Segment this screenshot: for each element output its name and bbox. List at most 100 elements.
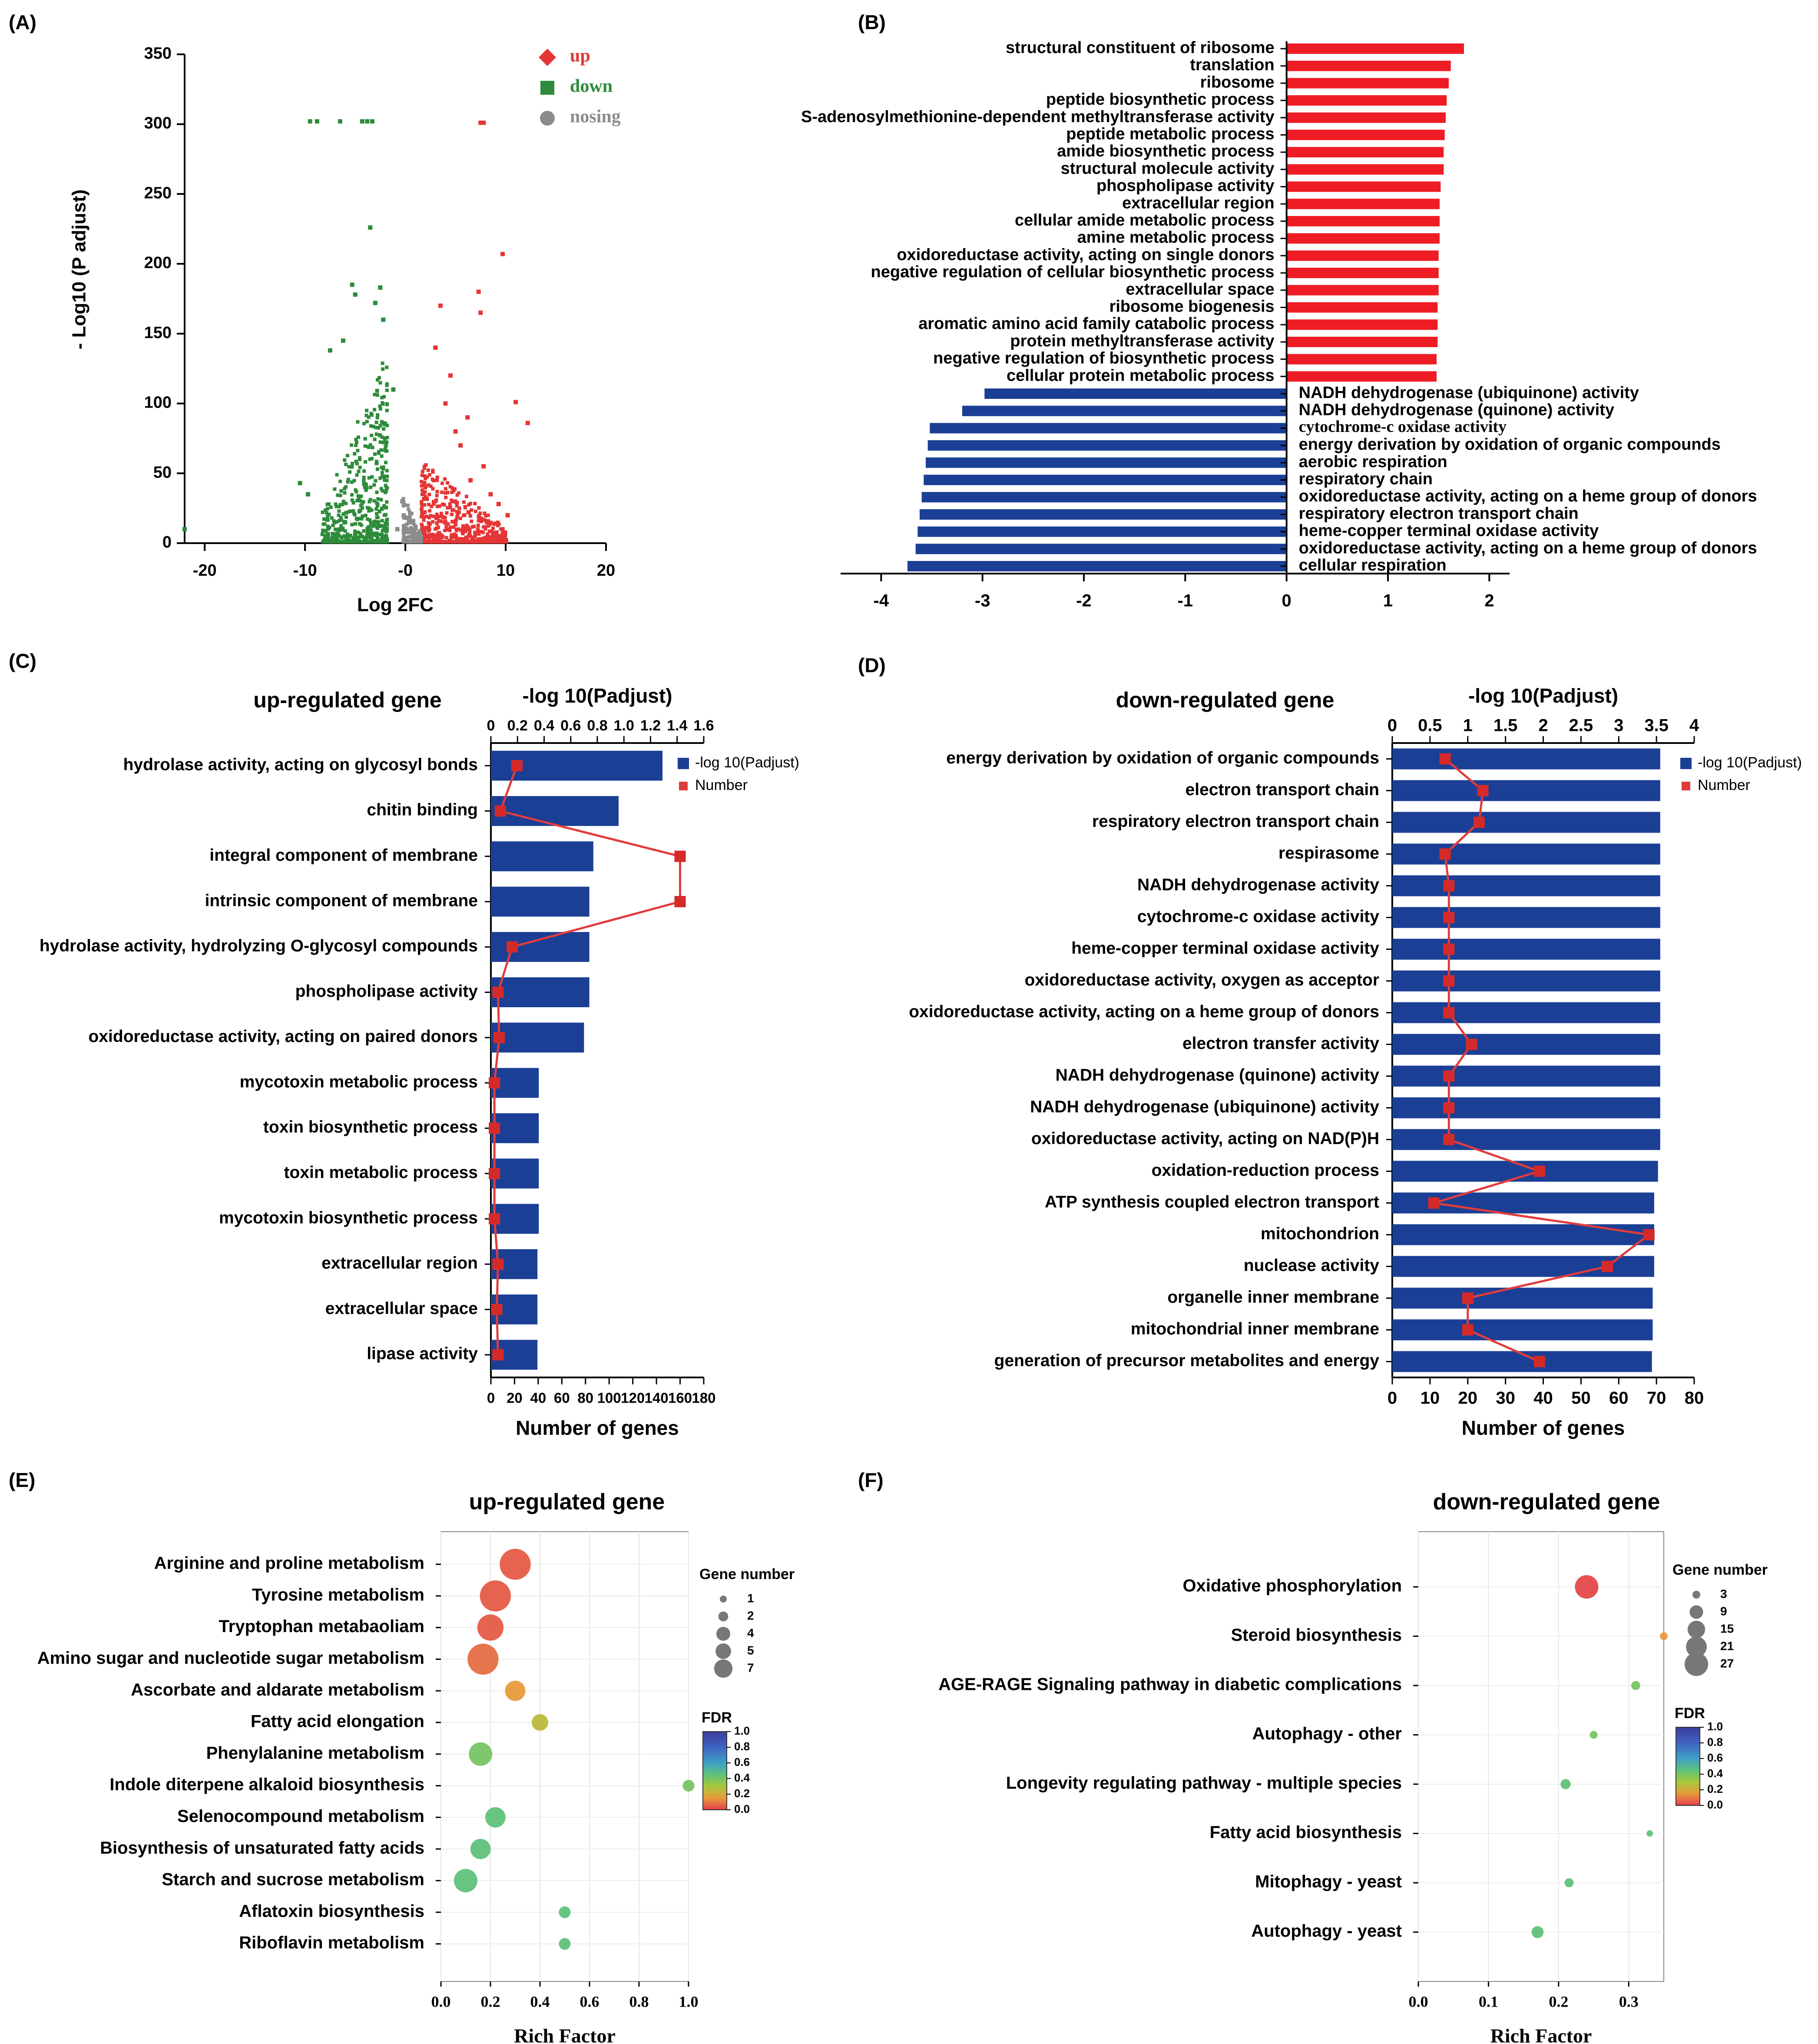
- c-x-axis-title: Number of genes: [516, 1417, 679, 1439]
- b-x-tick-label: 1: [1383, 591, 1393, 611]
- a-up-dot: [446, 491, 450, 494]
- a-nosing-dot: [410, 511, 414, 515]
- a-x-tick-label: 20: [597, 561, 615, 580]
- a-down-dot: [378, 509, 381, 513]
- a-down-dot: [363, 485, 367, 489]
- e-size-legend-title: Gene number: [699, 1566, 795, 1583]
- d-bar: [1392, 780, 1660, 801]
- a-down-dot: [349, 509, 353, 513]
- b-bar-label: S-adenosylmethionine-dependent methyltra…: [801, 108, 1275, 126]
- a-up-dot: [446, 481, 450, 485]
- a-down-dot: [365, 420, 369, 424]
- e-category-label: Selenocompound metabolism: [177, 1807, 424, 1826]
- a-down-dot: [351, 501, 355, 505]
- d-category-label: oxidoreductase activity, acting on NAD(P…: [1031, 1129, 1379, 1148]
- d-bar: [1392, 1319, 1653, 1341]
- b-bar-label: respiratory chain: [1299, 470, 1433, 488]
- d-x-tick-label: 50: [1571, 1389, 1591, 1408]
- c-x-tick-label: 40: [530, 1390, 546, 1406]
- a-down-dot: [375, 521, 379, 524]
- a-up-dot: [493, 521, 497, 525]
- e-bubble: [559, 1938, 571, 1950]
- c-legend-label: Number: [695, 777, 748, 793]
- a-down-dot: [374, 421, 378, 425]
- a-down-point: [370, 119, 374, 124]
- f-plot-frame: [1418, 1531, 1664, 1982]
- a-up-dot: [496, 524, 500, 528]
- c-number-point: [492, 986, 504, 998]
- a-up-dot: [482, 525, 486, 529]
- f-size-legend-circle: [1689, 1605, 1703, 1619]
- a-nosing-dot: [403, 524, 407, 528]
- a-down-dot: [350, 480, 354, 484]
- a-nosing-dot: [407, 521, 411, 524]
- a-down-dot: [326, 514, 330, 518]
- b-bar: [1286, 302, 1438, 313]
- d-category-label: oxidation-reduction process: [1152, 1161, 1379, 1180]
- a-nosing-dot: [406, 504, 410, 508]
- e-category-label: Arginine and proline metabolism: [154, 1554, 424, 1573]
- a-nosing-dot: [402, 533, 406, 537]
- a-nosing-dot: [401, 497, 405, 501]
- a-up-dot: [501, 527, 505, 531]
- d-category-label: NADH dehydrogenase activity: [1137, 876, 1379, 894]
- e-bubble: [505, 1680, 526, 1701]
- d-number-point: [1443, 943, 1455, 955]
- a-nosing-dot: [409, 540, 413, 544]
- a-down-dot: [381, 441, 385, 445]
- a-up-dot: [455, 515, 459, 519]
- a-up-dot: [435, 494, 439, 498]
- a-up-dot: [468, 531, 472, 534]
- a-up-dot: [495, 534, 499, 538]
- a-down-dot: [337, 513, 341, 517]
- a-down-dot: [370, 475, 374, 479]
- c-top-tick-label: 0.6: [560, 717, 581, 734]
- a-down-dot: [356, 448, 360, 452]
- a-down-dot: [370, 508, 374, 512]
- a-up-dot: [488, 537, 492, 541]
- a-up-dot: [452, 508, 456, 512]
- a-down-dot: [357, 539, 361, 543]
- a-up-dot: [423, 503, 427, 507]
- a-down-point: [391, 387, 396, 392]
- a-down-dot: [358, 499, 362, 503]
- a-down-dot: [377, 426, 381, 430]
- a-nosing-dot: [417, 534, 421, 538]
- a-down-dot: [337, 534, 341, 538]
- a-up-dot: [461, 527, 465, 531]
- a-up-dot: [470, 519, 474, 523]
- a-x-tick-label: 10: [497, 561, 515, 580]
- a-up-point: [443, 401, 448, 406]
- a-down-dot: [339, 524, 343, 528]
- a-up-dot: [437, 525, 440, 529]
- d-number-point: [1466, 1039, 1477, 1050]
- f-bubble: [1631, 1681, 1640, 1690]
- f-category-label: AGE-RAGE Signaling pathway in diabetic c…: [938, 1675, 1402, 1694]
- a-up-dot: [471, 535, 475, 539]
- f-color-legend-bar: [1676, 1727, 1700, 1806]
- a-down-dot: [364, 482, 368, 486]
- a-nosing-dot: [401, 528, 405, 532]
- a-down-dot: [378, 404, 382, 408]
- a-down-dot: [359, 532, 363, 536]
- a-up-dot: [496, 520, 500, 524]
- a-up-dot: [440, 534, 444, 538]
- d-category-label: oxidoreductase activity, oxygen as accep…: [1025, 971, 1379, 989]
- a-down-dot: [343, 458, 347, 462]
- d-x-axis-title: Number of genes: [1462, 1417, 1625, 1439]
- a-up-dot: [455, 538, 459, 542]
- a-up-dot: [433, 534, 437, 538]
- e-bubble: [559, 1906, 571, 1918]
- e-title: up-regulated gene: [469, 1490, 665, 1515]
- a-down-dot: [353, 452, 357, 456]
- a-down-dot: [333, 527, 337, 531]
- e-size-legend-circle: [714, 1659, 733, 1678]
- a-down-dot: [381, 537, 384, 541]
- b-bar-label: heme-copper terminal oxidase activity: [1299, 522, 1599, 540]
- f-size-legend-title: Gene number: [1672, 1562, 1768, 1578]
- e-color-legend-label: 0.2: [734, 1787, 750, 1800]
- a-down-dot: [380, 507, 384, 511]
- e-bubble: [480, 1580, 511, 1612]
- a-down-point: [373, 301, 378, 305]
